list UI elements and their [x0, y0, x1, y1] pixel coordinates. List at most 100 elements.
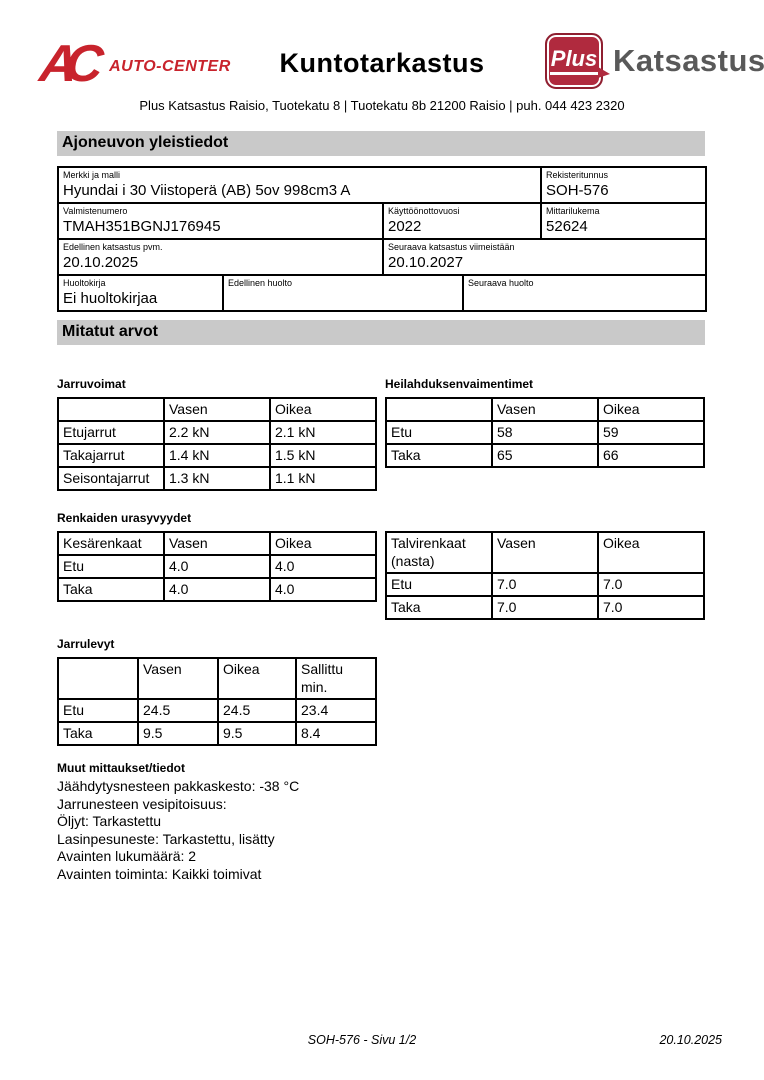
- page-title: Kuntotarkastus: [279, 48, 485, 78]
- talvirenkaat-table: Talvirenkaat (nasta) Vasen Oikea Etu 7.0…: [385, 531, 705, 620]
- field-rekisteritunnus: Rekisteritunnus SOH-576: [540, 166, 708, 204]
- header-cell: Oikea: [269, 531, 377, 556]
- value-cell: 1.4 kN: [163, 443, 271, 468]
- header-cell: Talvirenkaat (nasta): [385, 531, 493, 574]
- row-label: Takajarrut: [57, 443, 165, 468]
- value-cell: 58: [491, 420, 599, 445]
- table-row: Takajarrut 1.4 kN 1.5 kN: [57, 443, 377, 468]
- field-label: Huoltokirja: [63, 278, 106, 288]
- field-edellinen-huolto: Edellinen huolto: [222, 274, 464, 312]
- field-label: Seuraava huolto: [468, 278, 534, 288]
- field-merkki-ja-malli: Merkki ja malli Hyundai i 30 Viistoperä …: [56, 166, 543, 204]
- plus-katsastus-logo: Plus Katsastus: [545, 33, 764, 89]
- value-cell: 9.5: [137, 721, 219, 746]
- field-value: Ei huoltokirjaa: [63, 290, 158, 307]
- footer-date: 20.10.2025: [659, 1033, 722, 1047]
- field-value: 52624: [546, 218, 588, 235]
- value-cell: 4.0: [163, 577, 271, 602]
- value-cell: 7.0: [491, 572, 599, 597]
- value-cell: 59: [597, 420, 705, 445]
- muut-line-brake-fluid: Jarrunesteen vesipitoisuus:: [57, 795, 227, 812]
- table-row: Edellinen katsastus pvm. 20.10.2025 Seur…: [57, 238, 708, 276]
- plus-badge-icon: Plus: [545, 33, 610, 89]
- auto-center-logo: AC AUTO-CENTER: [37, 35, 231, 93]
- field-seuraava-huolto: Seuraava huolto: [461, 274, 708, 312]
- value-cell: 2.1 kN: [269, 420, 377, 445]
- field-value: TMAH351BGNJ176945: [63, 218, 221, 235]
- field-value: Hyundai i 30 Viistoperä (AB) 5ov 998cm3 …: [63, 182, 351, 199]
- field-label: Valmistenumero: [63, 206, 128, 216]
- header-cell: Sallittu min.: [295, 657, 377, 700]
- value-cell: 1.1 kN: [269, 466, 377, 491]
- row-label: Etu: [57, 554, 165, 579]
- header-cell: Vasen: [137, 657, 219, 700]
- value-cell: 4.0: [269, 577, 377, 602]
- muut-mittaukset-title: Muut mittaukset/tiedot: [57, 761, 185, 775]
- value-cell: 7.0: [491, 595, 599, 620]
- report-content: Ajoneuvon yleistiedot Merkki ja malli Hy…: [56, 131, 708, 883]
- heilahduksenvaimentimet-block: Heilahduksenvaimentimet Vasen Oikea Etu …: [385, 377, 705, 468]
- table-row: Vasen Oikea Sallittu min.: [57, 657, 377, 700]
- field-label: Edellinen huolto: [228, 278, 293, 288]
- table-row: Talvirenkaat (nasta) Vasen Oikea: [385, 531, 705, 574]
- table-row: Taka 4.0 4.0: [57, 577, 377, 602]
- table-row: Taka 7.0 7.0: [385, 595, 705, 620]
- header-cell: Oikea: [597, 397, 705, 422]
- field-label: Käyttöönottovuosi: [388, 206, 460, 216]
- footer-page-info: SOH-576 - Sivu 1/2: [307, 1033, 417, 1047]
- field-value: 20.10.2027: [388, 254, 464, 271]
- row-label: Etu: [385, 572, 493, 597]
- table-row: Etu 24.5 24.5 23.4: [57, 698, 377, 723]
- table-row: Etu 58 59: [385, 420, 705, 445]
- value-cell: 2.2 kN: [163, 420, 271, 445]
- value-cell: 8.4: [295, 721, 377, 746]
- value-cell: 24.5: [137, 698, 219, 723]
- jarrulevyt-table: Vasen Oikea Sallittu min. Etu 24.5 24.5 …: [57, 657, 377, 746]
- heilahduksenvaimentimet-table: Vasen Oikea Etu 58 59 Taka 65 66: [385, 397, 705, 468]
- value-cell: 7.0: [597, 595, 705, 620]
- field-seuraava-katsastus: Seuraava katsastus viimeistään 20.10.202…: [381, 238, 708, 276]
- value-cell: 1.3 kN: [163, 466, 271, 491]
- value-cell: 1.5 kN: [269, 443, 377, 468]
- table-row: Taka 65 66: [385, 443, 705, 468]
- table-row: Merkki ja malli Hyundai i 30 Viistoperä …: [56, 166, 708, 204]
- measurement-row-2: Renkaiden urasyvyydet Kesärenkaat Vasen …: [57, 511, 705, 620]
- muut-line-coolant: Jäähdytysnesteen pakkaskesto: -38 °C: [57, 778, 300, 794]
- row-label: Taka: [57, 577, 165, 602]
- value-cell: 65: [491, 443, 599, 468]
- auto-center-wordmark: AUTO-CENTER: [109, 58, 231, 75]
- table-row: Taka 9.5 9.5 8.4: [57, 721, 377, 746]
- field-value: 20.10.2025: [63, 254, 139, 271]
- table-row: Seisontajarrut 1.3 kN 1.1 kN: [57, 466, 377, 491]
- field-valmistenumero: Valmistenumero TMAH351BGNJ176945: [57, 202, 384, 240]
- row-label: Taka: [385, 443, 493, 468]
- muut-line-washer-fluid: Lasinpesuneste: Tarkastettu, lisätty: [57, 830, 275, 847]
- row-label: Seisontajarrut: [57, 466, 165, 491]
- muut-line-key-count: Avainten lukumäärä: 2: [57, 848, 197, 864]
- table-row: Kesärenkaat Vasen Oikea: [57, 531, 377, 556]
- muut-line-oils: Öljyt: Tarkastettu: [57, 813, 162, 829]
- value-cell: 9.5: [217, 721, 297, 746]
- speech-bubble-tail-icon: [598, 67, 610, 78]
- header-cell: Oikea: [217, 657, 297, 700]
- row-label: Etujarrut: [57, 420, 165, 445]
- section-title-general-info: Ajoneuvon yleistiedot: [57, 131, 705, 156]
- table-row: Etu 4.0 4.0: [57, 554, 377, 579]
- row-label: Etu: [57, 698, 139, 723]
- header-cell: Oikea: [597, 531, 705, 574]
- header-cell: Vasen: [491, 531, 599, 574]
- field-edellinen-katsastus: Edellinen katsastus pvm. 20.10.2025: [57, 238, 384, 276]
- header-cell: Vasen: [163, 531, 271, 556]
- jarrulevyt-title: Jarrulevyt: [57, 637, 115, 651]
- value-cell: 7.0: [597, 572, 705, 597]
- field-mittarilukema: Mittarilukema 52624: [540, 202, 708, 240]
- header-cell: [385, 397, 493, 422]
- field-label: Edellinen katsastus pvm.: [63, 242, 163, 252]
- field-label: Rekisteritunnus: [546, 170, 609, 180]
- row-label: Taka: [57, 721, 139, 746]
- heilahduksenvaimentimet-title: Heilahduksenvaimentimet: [385, 377, 534, 391]
- renkaiden-urasyvyydet-title: Renkaiden urasyvyydet: [57, 511, 192, 525]
- table-row: Vasen Oikea: [385, 397, 705, 422]
- row-label: Taka: [385, 595, 493, 620]
